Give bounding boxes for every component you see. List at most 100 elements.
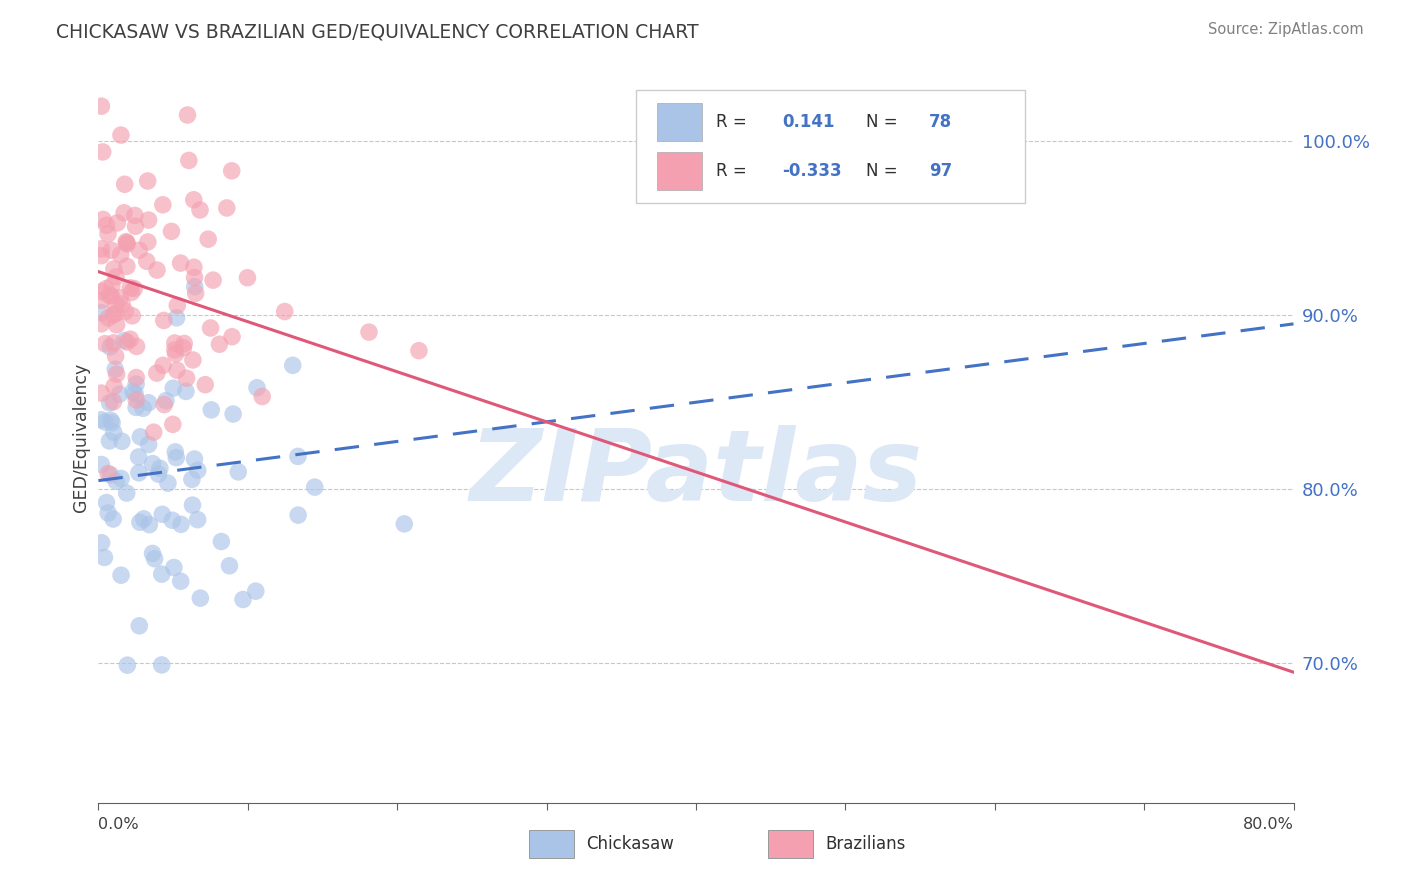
Point [162, 417, 184, 432]
Point [222, 407, 245, 421]
Point [160, 224, 183, 238]
Text: R =: R = [716, 113, 747, 131]
Point [105, 269, 128, 284]
Point [194, 377, 217, 392]
Point [125, 377, 148, 392]
Point [187, 513, 209, 527]
Point [125, 339, 148, 353]
Point [90, 249, 112, 263]
Point [197, 232, 219, 246]
Text: Source: ZipAtlas.com: Source: ZipAtlas.com [1208, 22, 1364, 37]
Point [114, 304, 136, 318]
Point [138, 213, 160, 227]
Point [166, 310, 188, 325]
Point [129, 430, 152, 444]
Point [98, 340, 121, 354]
Point [170, 517, 193, 532]
Point [115, 486, 138, 500]
Point [105, 297, 128, 311]
Point [105, 367, 128, 381]
Point [120, 332, 142, 346]
Point [90, 535, 112, 549]
Point [105, 475, 128, 489]
Point [163, 560, 186, 574]
Point [124, 282, 146, 296]
Text: N =: N = [866, 161, 897, 179]
Point [98, 434, 121, 448]
Point [121, 309, 143, 323]
Point [221, 329, 243, 343]
Point [142, 425, 165, 440]
Point [136, 235, 159, 249]
Point [177, 153, 200, 168]
Point [104, 349, 127, 363]
Point [184, 286, 207, 301]
Bar [657, 152, 702, 190]
Point [163, 336, 186, 351]
Point [97, 227, 120, 241]
Text: ZIPatlas: ZIPatlas [470, 425, 922, 522]
Point [105, 216, 128, 230]
Point [287, 508, 309, 523]
Bar [529, 830, 574, 858]
Point [128, 619, 150, 633]
Point [115, 260, 138, 274]
Text: Brazilians: Brazilians [825, 835, 905, 853]
Text: 0.0%: 0.0% [98, 817, 139, 831]
Point [91, 212, 114, 227]
Point [304, 480, 326, 494]
Point [125, 370, 148, 384]
Point [117, 658, 139, 673]
Point [100, 413, 122, 427]
Text: -0.333: -0.333 [782, 161, 842, 179]
Point [90, 458, 112, 472]
Text: 97: 97 [929, 161, 952, 179]
Point [176, 108, 198, 122]
Point [103, 394, 125, 409]
Point [153, 398, 176, 412]
Point [124, 219, 146, 234]
Point [111, 297, 134, 311]
Y-axis label: GED/Equivalency: GED/Equivalency [72, 362, 90, 512]
Point [188, 591, 211, 606]
Point [165, 347, 187, 361]
Point [181, 353, 204, 368]
Point [181, 498, 204, 512]
Point [141, 546, 163, 560]
Point [125, 401, 148, 415]
Point [94, 282, 117, 296]
Point [163, 343, 186, 357]
Point [183, 279, 205, 293]
Point [138, 517, 160, 532]
Point [215, 201, 238, 215]
Point [96, 219, 118, 233]
Point [202, 273, 225, 287]
Point [112, 206, 135, 220]
Point [150, 508, 173, 522]
Point [208, 337, 231, 351]
Point [101, 416, 124, 430]
Point [287, 450, 309, 464]
Text: 80.0%: 80.0% [1243, 817, 1294, 831]
Point [97, 506, 120, 520]
Point [97, 467, 120, 481]
Text: Chickasaw: Chickasaw [586, 835, 673, 853]
Point [183, 452, 205, 467]
Text: R =: R = [716, 161, 747, 179]
Point [132, 512, 155, 526]
Point [165, 450, 187, 465]
Point [104, 362, 127, 376]
Point [108, 291, 131, 305]
Point [90, 285, 112, 299]
Point [124, 386, 146, 401]
Point [209, 534, 232, 549]
Point [128, 466, 150, 480]
Point [136, 174, 159, 188]
Point [100, 244, 122, 258]
Point [90, 99, 112, 113]
Point [166, 363, 188, 377]
Point [142, 457, 165, 471]
Point [166, 298, 188, 312]
Point [146, 366, 169, 380]
Point [394, 516, 416, 531]
